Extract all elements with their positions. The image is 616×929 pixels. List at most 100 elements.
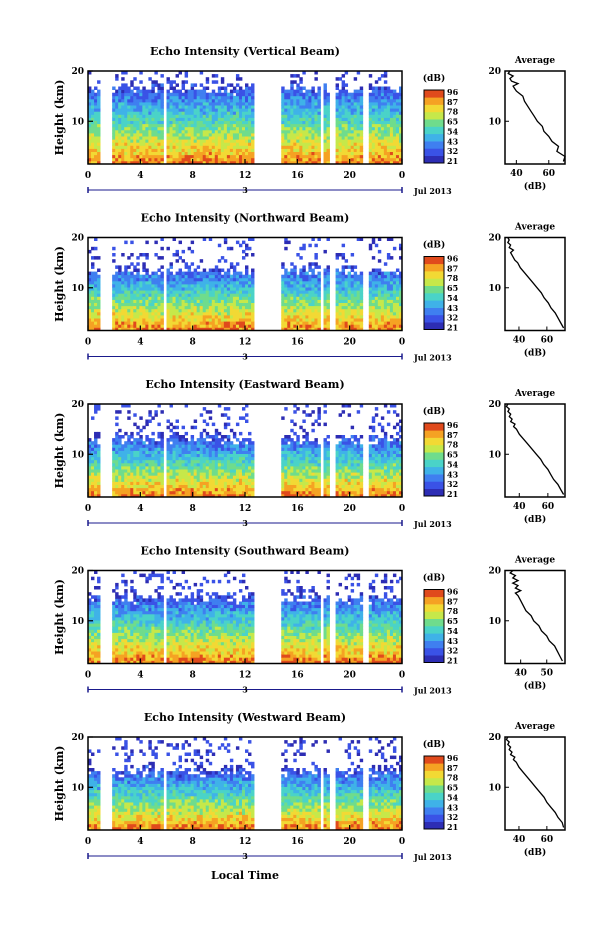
heatmap-cell (317, 129, 321, 134)
heatmap-cell (88, 490, 92, 495)
heatmap-cell (181, 487, 186, 492)
heatmap-cell (335, 77, 339, 81)
heatmap-cell (235, 327, 240, 331)
heatmap-cell (97, 160, 101, 165)
heatmap-cell (223, 129, 228, 134)
heatmap-cell (398, 311, 403, 316)
heatmap-cell (223, 466, 228, 470)
heatmap-cell (326, 139, 330, 143)
heatmap-cell (214, 268, 219, 272)
heatmap-cell (296, 154, 300, 159)
heatmap-cell (136, 145, 140, 149)
heatmap-cell (181, 108, 186, 112)
heatmap-cell (157, 484, 161, 489)
heatmap-cell (178, 459, 182, 464)
heatmap-cell (214, 111, 219, 115)
heatmap-cell (290, 274, 294, 279)
heatmap-cell (211, 120, 216, 125)
heatmap-cell (130, 80, 134, 84)
heatmap-cell (124, 105, 128, 109)
heatmap-cell (145, 435, 149, 439)
heatmap-cell (130, 490, 134, 495)
heatmap-cell (335, 268, 339, 272)
heatmap-cell (341, 120, 346, 125)
heatmap-cell (154, 284, 158, 288)
heatmap-cell (238, 296, 243, 300)
heatmap-cell (202, 280, 207, 285)
heatmap-cell (193, 462, 198, 467)
heatmap-cell (338, 287, 343, 291)
heatmap-cell (148, 444, 152, 448)
heatmap-cell (323, 302, 327, 307)
heatmap-cell (91, 478, 95, 482)
heatmap-cell (196, 287, 201, 291)
heatmap-cell (368, 287, 373, 291)
heatmap-cell (145, 117, 149, 121)
heatmap-cell (238, 145, 243, 149)
heatmap-cell (317, 284, 321, 288)
heatmap-cell (374, 117, 379, 121)
heatmap-cell (241, 308, 246, 313)
heatmap-cell (235, 139, 240, 143)
heatmap-cell (118, 490, 122, 495)
heatmap-cell (389, 277, 394, 282)
heatmap-cell (118, 154, 122, 159)
heatmap-cell (115, 327, 119, 331)
heatmap-cell (323, 324, 327, 328)
heatmap-cell (148, 114, 152, 118)
heatmap-cell (356, 151, 361, 156)
heatmap-cell (193, 148, 198, 152)
heatmap-cell (223, 444, 228, 448)
heatmap-cell (130, 102, 134, 106)
heatmap-cell (184, 453, 189, 458)
heatmap-cell (193, 111, 198, 115)
heatmap-cell (214, 80, 219, 84)
heatmap-cell (142, 324, 146, 328)
heatmap-cell (187, 102, 192, 106)
heatmap-cell (139, 105, 143, 109)
heatmap-cell (353, 95, 358, 100)
heatmap-cell (202, 453, 207, 458)
heatmap-cell (160, 305, 164, 310)
heatmap-cell (142, 481, 146, 485)
heatmap-cell (130, 318, 134, 322)
heatmap-cell (281, 102, 285, 106)
heatmap-cell (290, 154, 294, 159)
heatmap-cell (88, 71, 92, 75)
heatmap-cell (139, 318, 143, 322)
heatmap-cell (311, 117, 315, 121)
heatmap-cell (302, 284, 306, 288)
day-label: 3 (242, 352, 248, 362)
heatmap-cell (296, 157, 300, 162)
heatmap-cell (308, 327, 312, 331)
x-tick-label: 8 (190, 171, 196, 181)
heatmap-cell (205, 157, 210, 162)
heatmap-cell (326, 111, 330, 115)
heatmap-cell (353, 123, 358, 128)
heatmap-cell (160, 456, 164, 461)
heatmap-cell (133, 102, 137, 106)
heatmap-cell (356, 92, 361, 97)
heatmap-cell (178, 438, 182, 442)
heatmap-cell (395, 92, 400, 97)
heatmap-cell (205, 133, 210, 137)
heatmap-cell (151, 453, 155, 458)
heatmap-cell (308, 318, 312, 322)
heatmap-cell (145, 487, 149, 492)
heatmap-cell (248, 315, 252, 319)
heatmap-cell (148, 151, 152, 156)
heatmap-cell (395, 133, 400, 137)
heatmap-cell (139, 95, 143, 100)
heatmap-cell (178, 111, 182, 115)
heatmap-cell (94, 407, 98, 411)
heatmap-cell (148, 148, 152, 152)
heatmap-cell (151, 145, 155, 149)
heatmap-cell (392, 293, 397, 297)
heatmap-cell (148, 160, 152, 165)
heatmap-cell (184, 481, 189, 485)
heatmap-cell (136, 157, 140, 162)
heatmap-cell (181, 484, 186, 489)
heatmap-cell (356, 305, 361, 310)
heatmap-cell (151, 133, 155, 137)
heatmap-cell (154, 466, 158, 470)
